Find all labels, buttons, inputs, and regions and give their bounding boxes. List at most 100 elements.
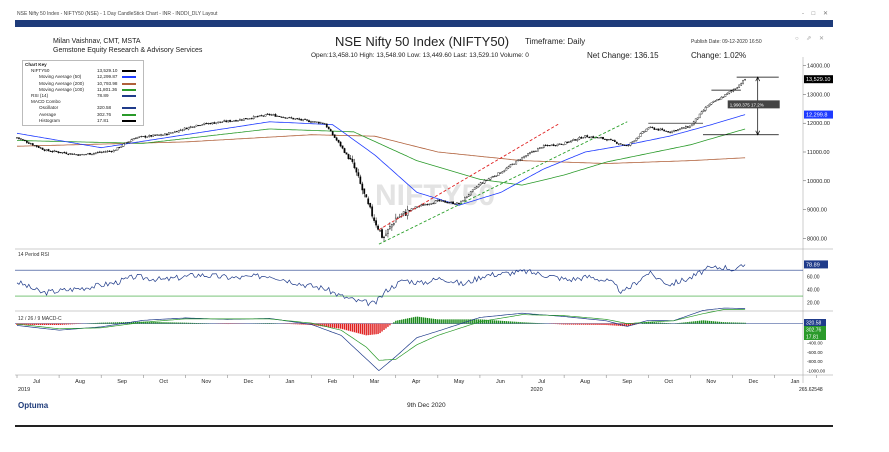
candle-body bbox=[706, 105, 709, 108]
candle-body bbox=[185, 127, 188, 130]
author-block: Milan Vaishnav, CMT, MSTA Gemstone Equit… bbox=[53, 37, 202, 55]
candle-body bbox=[525, 155, 527, 157]
candle-body bbox=[91, 153, 93, 155]
candle-body bbox=[493, 175, 496, 178]
publish-date: Publish Date: 09-12-2020 16:50 bbox=[691, 39, 762, 45]
candle-body bbox=[389, 226, 391, 229]
candle-body bbox=[173, 131, 176, 133]
x-tick-label: Sep bbox=[622, 379, 632, 385]
candle-body bbox=[57, 151, 60, 153]
chart-key-label: Moving Average (100) bbox=[39, 86, 84, 92]
candle-body bbox=[18, 137, 20, 139]
rsi-tick-label: 40.00 bbox=[807, 288, 820, 294]
candle-body bbox=[136, 137, 139, 139]
candle-body bbox=[219, 121, 222, 123]
candle-body bbox=[643, 130, 646, 133]
chart-canvas[interactable]: NIFTY50 8000.00 9000.00 10000.00 11000.00 120… bbox=[15, 57, 833, 398]
candle-body bbox=[440, 200, 443, 202]
candle-body bbox=[509, 164, 512, 168]
timeline-strip[interactable] bbox=[15, 20, 833, 27]
candle-body bbox=[730, 90, 733, 92]
candle-body bbox=[523, 156, 525, 158]
macd-last-tag bbox=[804, 326, 826, 333]
candle-body bbox=[108, 150, 111, 152]
candle-body bbox=[537, 148, 539, 152]
candle-body bbox=[191, 126, 194, 128]
x-tick-label: Jul bbox=[538, 379, 545, 385]
candle-body bbox=[339, 141, 342, 147]
candle-body bbox=[608, 139, 610, 141]
candle-body bbox=[47, 149, 50, 152]
candle-body bbox=[31, 143, 34, 146]
candle-body bbox=[278, 116, 281, 117]
candle-body bbox=[477, 184, 480, 188]
candle-body bbox=[306, 119, 308, 121]
candle-body bbox=[720, 96, 723, 100]
candle-body bbox=[345, 152, 348, 155]
candle-body bbox=[548, 145, 551, 147]
candle-body bbox=[193, 126, 196, 128]
candle-body bbox=[233, 120, 235, 122]
x-tick-label: Mar bbox=[370, 379, 380, 385]
candle-body bbox=[442, 200, 445, 202]
x-tick-label: Jun bbox=[496, 379, 505, 385]
window-controls[interactable]: - □ ✕ bbox=[802, 11, 831, 17]
candle-body bbox=[308, 120, 310, 123]
candle-body bbox=[708, 103, 711, 107]
candle-body bbox=[671, 130, 673, 133]
candle-body bbox=[106, 150, 109, 152]
candle-body bbox=[304, 118, 306, 120]
candle-body bbox=[189, 126, 192, 128]
candle-body bbox=[584, 135, 587, 138]
chart-key-swatch bbox=[122, 88, 136, 91]
candle-body bbox=[262, 115, 265, 117]
y-tick-label: 13000.00 bbox=[807, 92, 830, 98]
header-icons[interactable]: ○ ⇗ ✕ bbox=[794, 36, 827, 42]
candle-body bbox=[424, 204, 427, 206]
candle-body bbox=[617, 143, 620, 145]
candle-body bbox=[704, 106, 707, 111]
footer: Optuma 9th Dec 2020 bbox=[15, 398, 833, 412]
candle-body bbox=[67, 153, 70, 155]
candle-body bbox=[428, 203, 431, 205]
chart-key-label: NIFTY50 bbox=[31, 68, 50, 74]
candle-body bbox=[381, 229, 383, 238]
candle-body bbox=[450, 201, 452, 203]
candle-body bbox=[243, 118, 245, 121]
candle-body bbox=[353, 162, 356, 169]
candle-body bbox=[327, 126, 330, 130]
candle-body bbox=[274, 114, 277, 117]
candle-body bbox=[604, 138, 606, 140]
candle-body bbox=[562, 144, 565, 146]
candle-body bbox=[448, 202, 450, 204]
ma50-line bbox=[16, 114, 746, 206]
candle-body bbox=[270, 114, 273, 116]
candle-body bbox=[130, 139, 133, 142]
x-tick-label: Apr bbox=[412, 379, 421, 385]
timeframe: Timeframe: Daily bbox=[525, 37, 586, 46]
candle-body bbox=[647, 127, 650, 130]
candle-body bbox=[371, 206, 374, 217]
candle-body bbox=[258, 115, 261, 117]
macd-tick-label: -400.00 bbox=[807, 340, 823, 345]
candle-body bbox=[391, 224, 393, 228]
candle-body bbox=[434, 200, 437, 204]
candle-body bbox=[225, 120, 228, 123]
candle-body bbox=[552, 144, 555, 146]
candle-body bbox=[625, 145, 628, 147]
candle-body bbox=[150, 135, 153, 137]
candle-body bbox=[619, 143, 622, 145]
candle-body bbox=[250, 118, 253, 120]
candle-body bbox=[22, 139, 24, 141]
candle-body bbox=[24, 139, 26, 141]
x-tick-label: Jan bbox=[286, 379, 295, 385]
candle-body bbox=[444, 200, 447, 203]
x-tick-label: Oct bbox=[664, 379, 673, 385]
cursor-coordinate: 265.62548 bbox=[799, 387, 823, 393]
candle-body bbox=[69, 153, 72, 155]
candle-body bbox=[282, 117, 285, 119]
chart-key-value: 12,299.87 bbox=[97, 74, 118, 80]
candle-body bbox=[718, 99, 721, 101]
candle-body bbox=[385, 233, 387, 236]
candle-body bbox=[560, 143, 563, 145]
